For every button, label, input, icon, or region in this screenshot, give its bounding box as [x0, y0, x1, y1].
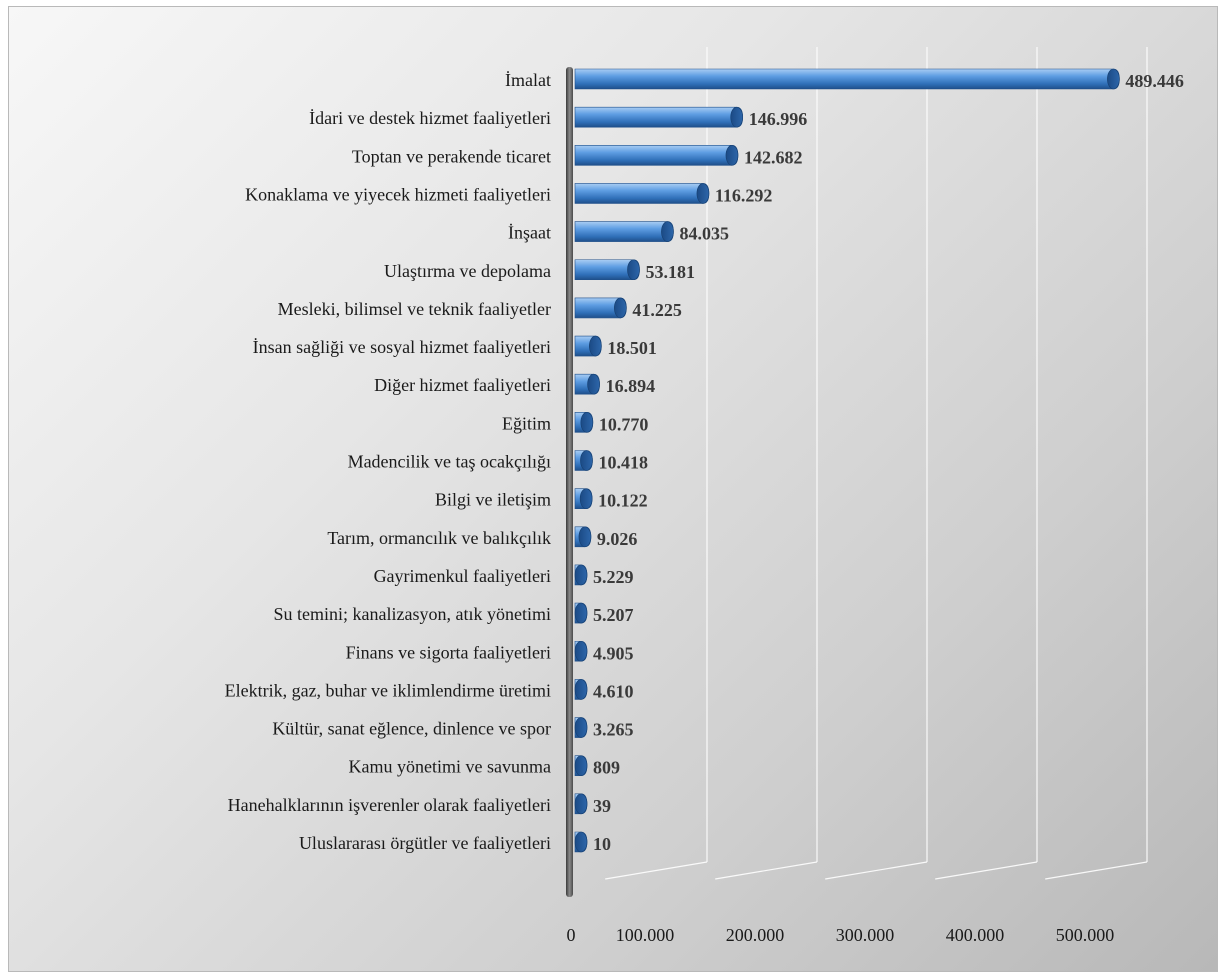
category-label: Su temini; kanalizasyon, atık yönetimi — [274, 604, 551, 624]
data-label: 39 — [593, 796, 611, 816]
bar-cap — [580, 450, 593, 471]
bar — [574, 221, 674, 242]
bar-cap — [574, 755, 588, 777]
category-label: Finans ve sigorta faaliyetleri — [346, 642, 551, 662]
y-axis-wall — [566, 67, 573, 897]
gridline-floor — [1045, 861, 1148, 880]
gridline-floor — [935, 861, 1038, 880]
data-label: 10.418 — [598, 453, 648, 473]
axis-wall — [566, 67, 573, 897]
gridlines — [605, 47, 1148, 880]
bar-cap — [1107, 68, 1120, 90]
data-label: 5.207 — [593, 605, 634, 625]
gridline-floor — [605, 861, 708, 880]
bar-cap — [614, 297, 627, 319]
data-label: 116.292 — [715, 185, 773, 205]
bar-cap — [574, 717, 588, 738]
data-label: 489.446 — [1125, 71, 1184, 91]
data-label: 9.026 — [597, 529, 638, 549]
bar-cap — [574, 640, 588, 662]
bar-cap — [587, 373, 600, 395]
category-label: İdari ve destek hizmet faaliyetleri — [309, 108, 551, 128]
x-tick-label: 500.000 — [1056, 925, 1115, 945]
x-tick-label: 300.000 — [836, 925, 895, 945]
data-label: 142.682 — [744, 147, 803, 167]
category-label: Uluslararası örgütler ve faaliyetleri — [299, 833, 551, 853]
category-label: Konaklama ve yiyecek hizmeti faaliyetler… — [245, 184, 551, 204]
bar-cap — [574, 679, 588, 700]
data-label: 41.225 — [632, 300, 682, 320]
bar — [574, 68, 1120, 90]
x-tick-label: 200.000 — [726, 925, 785, 945]
bar-cap — [696, 183, 710, 204]
bar-chart: 0 100.000 200.000 300.000 400.000 500.000 İmal… — [225, 47, 1184, 945]
category-label: Tarım, ormancılık ve balıkçılık — [327, 528, 551, 548]
data-label: 84.035 — [679, 224, 729, 244]
bar-cap — [627, 259, 640, 281]
category-label: Kamu yönetimi ve savunma — [349, 757, 551, 777]
chart-frame: 0 100.000 200.000 300.000 400.000 500.000 İmal… — [8, 6, 1218, 972]
bar-cap — [574, 831, 588, 853]
bars — [574, 68, 1120, 853]
data-label: 10 — [593, 834, 611, 854]
data-label: 18.501 — [607, 338, 657, 358]
data-label: 3.265 — [593, 720, 634, 740]
bar-cap — [580, 412, 594, 433]
data-label: 146.996 — [749, 109, 808, 129]
data-label: 4.905 — [593, 643, 634, 663]
category-label: Kültür, sanat eğlence, dinlence ve spor — [272, 719, 551, 739]
category-label: Madencilik ve taş ocakçılığı — [348, 452, 551, 472]
category-label: Diğer hizmet faaliyetleri — [374, 375, 551, 395]
category-label: Hanehalklarının işverenler olarak faaliy… — [228, 795, 551, 815]
data-label: 809 — [593, 758, 620, 778]
x-tick-label: 400.000 — [946, 925, 1005, 945]
bar-cap — [578, 526, 592, 548]
category-label: İmalat — [505, 70, 551, 90]
category-label: Bilgi ve iletişim — [435, 490, 551, 510]
category-label: İnşaat — [508, 223, 551, 243]
bar — [574, 183, 710, 204]
category-label: Eğitim — [502, 413, 551, 433]
data-label: 53.181 — [645, 262, 695, 282]
category-label: Ulaştırma ve depolama — [384, 261, 551, 281]
category-label: Elektrik, gaz, buhar ve iklimlendirme ür… — [225, 680, 551, 700]
bar-cap — [579, 488, 593, 509]
bar — [574, 106, 743, 128]
bar-cap — [725, 145, 739, 166]
x-tick-label: 100.000 — [616, 925, 675, 945]
labels: 0 100.000 200.000 300.000 400.000 500.000 İmal… — [225, 70, 1184, 945]
bar-cap — [574, 564, 588, 586]
bar-cap — [574, 793, 588, 815]
data-label: 16.894 — [606, 376, 656, 396]
category-label: Toptan ve perakende ticaret — [352, 146, 551, 166]
bar-cap — [730, 106, 743, 128]
data-label: 5.229 — [593, 567, 634, 587]
bar — [574, 145, 739, 166]
gridline-floor — [715, 861, 818, 880]
data-label: 10.770 — [599, 414, 649, 434]
category-label: Mesleki, bilimsel ve teknik faaliyetler — [278, 299, 551, 319]
bar-cap — [661, 221, 674, 242]
x-tick-label: 0 — [567, 925, 576, 945]
bar-cap — [589, 335, 602, 357]
category-label: İnsan sağliği ve sosyal hizmet faaliyetl… — [253, 337, 551, 357]
data-label: 10.122 — [598, 491, 648, 511]
bar-cap — [574, 602, 588, 624]
category-label: Gayrimenkul faaliyetleri — [374, 566, 551, 586]
gridline-floor — [825, 861, 928, 880]
data-label: 4.610 — [593, 681, 634, 701]
